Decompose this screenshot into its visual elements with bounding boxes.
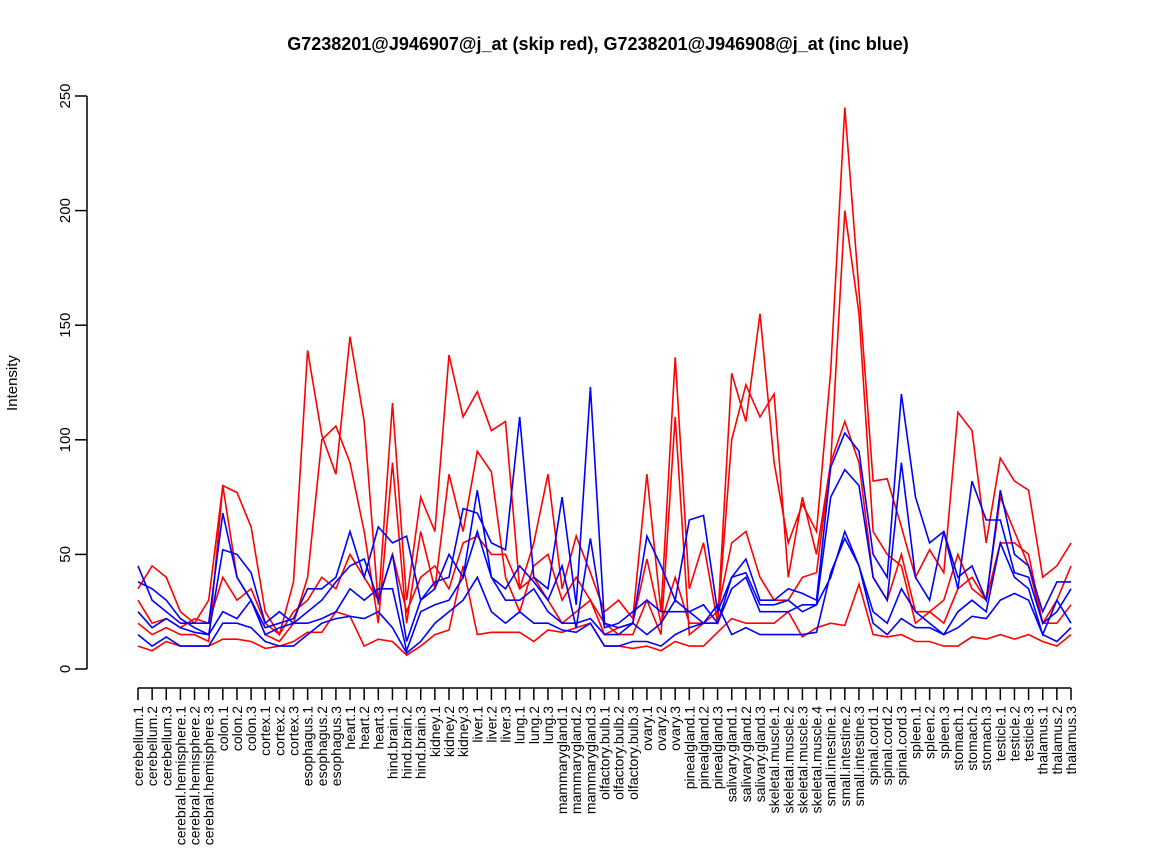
x-tick-label: spinal.cord.1 <box>865 706 881 786</box>
x-tick-label: esophagus.3 <box>328 706 344 786</box>
x-tick-label: cerebellum.3 <box>158 706 174 786</box>
x-tick-label: spinal.cord.2 <box>879 706 895 786</box>
x-tick-label: ovary.3 <box>667 706 683 751</box>
x-tick-label: pinealgland.3 <box>710 706 726 790</box>
x-tick-label: lung.2 <box>526 706 542 744</box>
x-tick-label: ovary.1 <box>639 706 655 751</box>
x-tick-label: salivary.gland.3 <box>752 706 768 802</box>
series-line-inc-4 <box>137 536 1072 655</box>
y-axis: 0 50 100 150 200 250 <box>57 83 88 673</box>
y-tick-label: 200 <box>57 198 74 223</box>
x-tick-label: stomach.1 <box>950 706 966 771</box>
x-tick-label: pinealgland.2 <box>695 706 711 790</box>
x-tick-label: hind.brain.1 <box>384 706 400 779</box>
x-tick-label: testicle.1 <box>992 706 1008 761</box>
x-tick-label: liver.3 <box>498 706 514 743</box>
x-tick-label: spleen.3 <box>936 706 952 759</box>
x-tick-label: skeletal.muscle.4 <box>809 706 825 814</box>
y-tick-label: 250 <box>57 83 74 108</box>
x-tick-label: cortex.1 <box>257 706 273 756</box>
x-tick-label: cortex.3 <box>286 706 302 756</box>
x-tick-label: mammarygland.1 <box>554 706 570 814</box>
y-axis-label: Intensity <box>4 355 21 411</box>
series-line-skip-4 <box>137 419 1072 636</box>
chart-title: G7238201@J946907@j_at (skip red), G72382… <box>287 34 909 54</box>
x-tick-label: heart.2 <box>356 706 372 750</box>
series-line-skip-2 <box>137 210 1072 643</box>
x-tick-label: lung.1 <box>512 706 528 744</box>
x-tick-label: cerebral.hemisphere.1 <box>172 706 188 846</box>
x-tick-label: esophagus.1 <box>300 706 316 786</box>
x-tick-label: liver.1 <box>469 706 485 743</box>
x-tick-label: olfactory.bulb.3 <box>625 706 641 800</box>
x-tick-label: skeletal.muscle.1 <box>766 706 782 814</box>
x-tick-label: liver.2 <box>483 706 499 743</box>
y-tick-label: 50 <box>57 546 74 563</box>
x-axis: cerebellum.1cerebellum.2cerebellum.3cere… <box>130 687 1079 846</box>
x-tick-label: spleen.2 <box>922 706 938 759</box>
x-tick-label: heart.1 <box>342 706 358 750</box>
x-tick-label: small.intestine.3 <box>851 706 867 807</box>
x-tick-label: spinal.cord.3 <box>893 706 909 786</box>
y-tick-label: 150 <box>57 313 74 338</box>
x-tick-label: hind.brain.2 <box>399 706 415 779</box>
x-tick-label: colon.3 <box>243 706 259 751</box>
x-tick-label: heart.3 <box>370 706 386 750</box>
x-tick-label: cortex.2 <box>271 706 287 756</box>
x-tick-label: salivary.gland.1 <box>724 706 740 802</box>
x-tick-label: stomach.3 <box>978 706 994 771</box>
x-tick-label: olfactory.bulb.2 <box>611 706 627 800</box>
x-tick-label: kidney.2 <box>441 706 457 757</box>
x-tick-label: pinealgland.1 <box>681 706 697 790</box>
series-line-skip-1 <box>137 107 1072 637</box>
x-tick-label: cerebellum.1 <box>130 706 146 786</box>
x-tick-label: small.intestine.1 <box>823 706 839 807</box>
x-tick-label: testicle.2 <box>1006 706 1022 761</box>
x-tick-label: cerebellum.2 <box>144 706 160 786</box>
x-tick-label: testicle.3 <box>1021 706 1037 761</box>
x-tick-label: thalamus.1 <box>1035 706 1051 775</box>
x-tick-label: small.intestine.2 <box>837 706 853 807</box>
x-tick-label: thalamus.3 <box>1063 706 1079 775</box>
x-tick-label: spleen.1 <box>908 706 924 759</box>
x-tick-label: skeletal.muscle.3 <box>794 706 810 814</box>
x-tick-label: cerebral.hemisphere.2 <box>187 706 203 846</box>
x-tick-label: stomach.2 <box>964 706 980 771</box>
x-tick-label: salivary.gland.2 <box>738 706 754 802</box>
x-tick-label: colon.1 <box>215 706 231 751</box>
x-tick-label: lung.3 <box>540 706 556 744</box>
x-tick-label: colon.2 <box>229 706 245 751</box>
x-tick-label: hind.brain.3 <box>413 706 429 779</box>
x-tick-label: kidney.1 <box>427 706 443 757</box>
x-tick-label: cerebral.hemisphere.3 <box>201 706 217 846</box>
x-tick-label: ovary.2 <box>653 706 669 751</box>
y-tick-label: 100 <box>57 427 74 452</box>
x-tick-label: mammarygland.2 <box>568 706 584 814</box>
series-line-inc-3 <box>137 528 1072 654</box>
y-tick-label: 0 <box>57 665 74 673</box>
x-tick-label: olfactory.bulb.1 <box>597 706 613 800</box>
x-tick-label: kidney.3 <box>455 706 471 757</box>
x-tick-label: skeletal.muscle.2 <box>780 706 796 814</box>
x-tick-label: thalamus.2 <box>1049 706 1065 775</box>
x-tick-label: esophagus.2 <box>314 706 330 786</box>
series-lines <box>137 107 1072 657</box>
x-tick-label: mammarygland.3 <box>582 706 598 814</box>
